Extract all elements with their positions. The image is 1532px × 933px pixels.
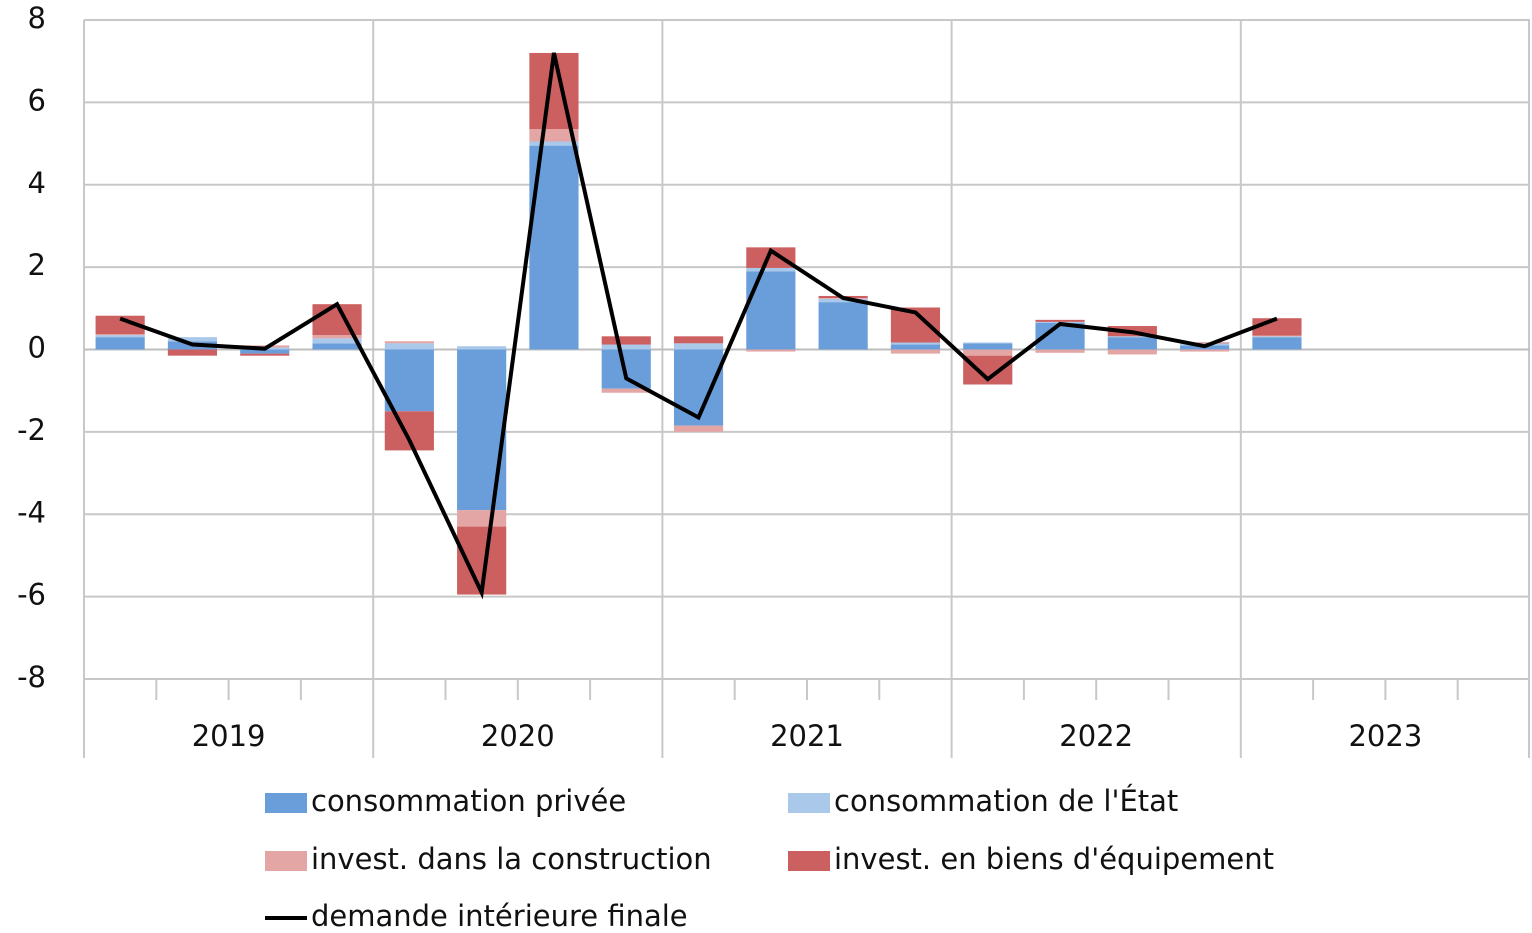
- bar-segment: [818, 298, 868, 303]
- x-group-label: 2021: [770, 719, 844, 753]
- bar-segment: [1107, 336, 1157, 338]
- bar-segment: [1252, 337, 1302, 350]
- bar-segment: [746, 247, 796, 268]
- bar-segment: [1107, 349, 1157, 355]
- bar-segment: [384, 343, 434, 350]
- bar-segment: [95, 337, 145, 350]
- bar-segment: [673, 425, 724, 432]
- bar-segment: [1180, 342, 1230, 344]
- y-tick-label: 8: [28, 1, 46, 35]
- y-tick-label: 0: [28, 331, 46, 365]
- bar-segment: [529, 141, 579, 146]
- bar-segment: [240, 353, 290, 356]
- bar-segment: [746, 271, 796, 350]
- bar-segment: [1035, 319, 1085, 322]
- bar-segment: [673, 336, 724, 344]
- bar-segment: [384, 341, 434, 344]
- legend-label: consommation de l'État: [834, 784, 1178, 818]
- bar-segment: [167, 349, 218, 356]
- bar-segment: [312, 343, 362, 350]
- bar-segment: [457, 349, 507, 511]
- bar-segment: [167, 337, 218, 342]
- bar-segment: [601, 344, 651, 350]
- x-group-label: 2020: [481, 719, 555, 753]
- bar-segment: [963, 342, 1013, 344]
- bar-segment: [240, 349, 290, 354]
- y-tick-label: -4: [17, 495, 46, 529]
- bar-segment: [95, 335, 145, 338]
- x-group-label: 2022: [1059, 719, 1133, 753]
- bar-segment: [673, 343, 724, 350]
- bar-segment: [457, 346, 507, 350]
- bar-segment: [890, 342, 941, 345]
- y-tick-label: 2: [28, 248, 46, 282]
- line: [119, 52, 1278, 600]
- x-group-label: 2023: [1348, 719, 1422, 753]
- bar-segment: [890, 344, 941, 350]
- bar-segment: [601, 388, 651, 393]
- legend-swatch: [265, 851, 307, 871]
- bar-segment: [312, 338, 362, 344]
- bar-segment: [1252, 336, 1302, 338]
- bar-segment: [818, 302, 868, 350]
- x-group-label: 2019: [192, 719, 266, 753]
- bar-segment: [1252, 335, 1302, 337]
- legend-label: demande intérieure finale: [311, 899, 688, 933]
- y-tick-label: -8: [17, 660, 46, 694]
- legend-swatch: [788, 851, 830, 871]
- y-tick-label: -6: [17, 578, 46, 612]
- y-tick-label: -2: [17, 413, 46, 447]
- legend-label: invest. dans la construction: [311, 842, 712, 876]
- legend-swatch: [788, 793, 830, 813]
- legend-label: invest. en biens d'équipement: [834, 842, 1274, 876]
- bar-segment: [601, 349, 651, 389]
- bar-segment: [1107, 337, 1157, 350]
- bar-segment: [95, 334, 145, 336]
- bar-segment: [746, 267, 796, 272]
- bar-segment: [1180, 349, 1230, 352]
- bar-segment: [890, 349, 941, 354]
- legend-label: consommation privée: [311, 784, 626, 818]
- y-tick-label: 6: [28, 83, 46, 117]
- bar-segment: [384, 349, 434, 412]
- bar-segment: [312, 304, 362, 336]
- bar-segment: [312, 335, 362, 339]
- bar-segment: [1035, 349, 1085, 353]
- bar-segment: [457, 510, 507, 527]
- bar-segment: [95, 315, 145, 335]
- legend-swatch: [265, 793, 307, 813]
- bar-segment: [746, 349, 796, 352]
- y-tick-label: 4: [28, 166, 46, 200]
- bar-segment: [963, 349, 1013, 356]
- bar-segment: [963, 343, 1013, 350]
- bar-segment: [601, 336, 651, 345]
